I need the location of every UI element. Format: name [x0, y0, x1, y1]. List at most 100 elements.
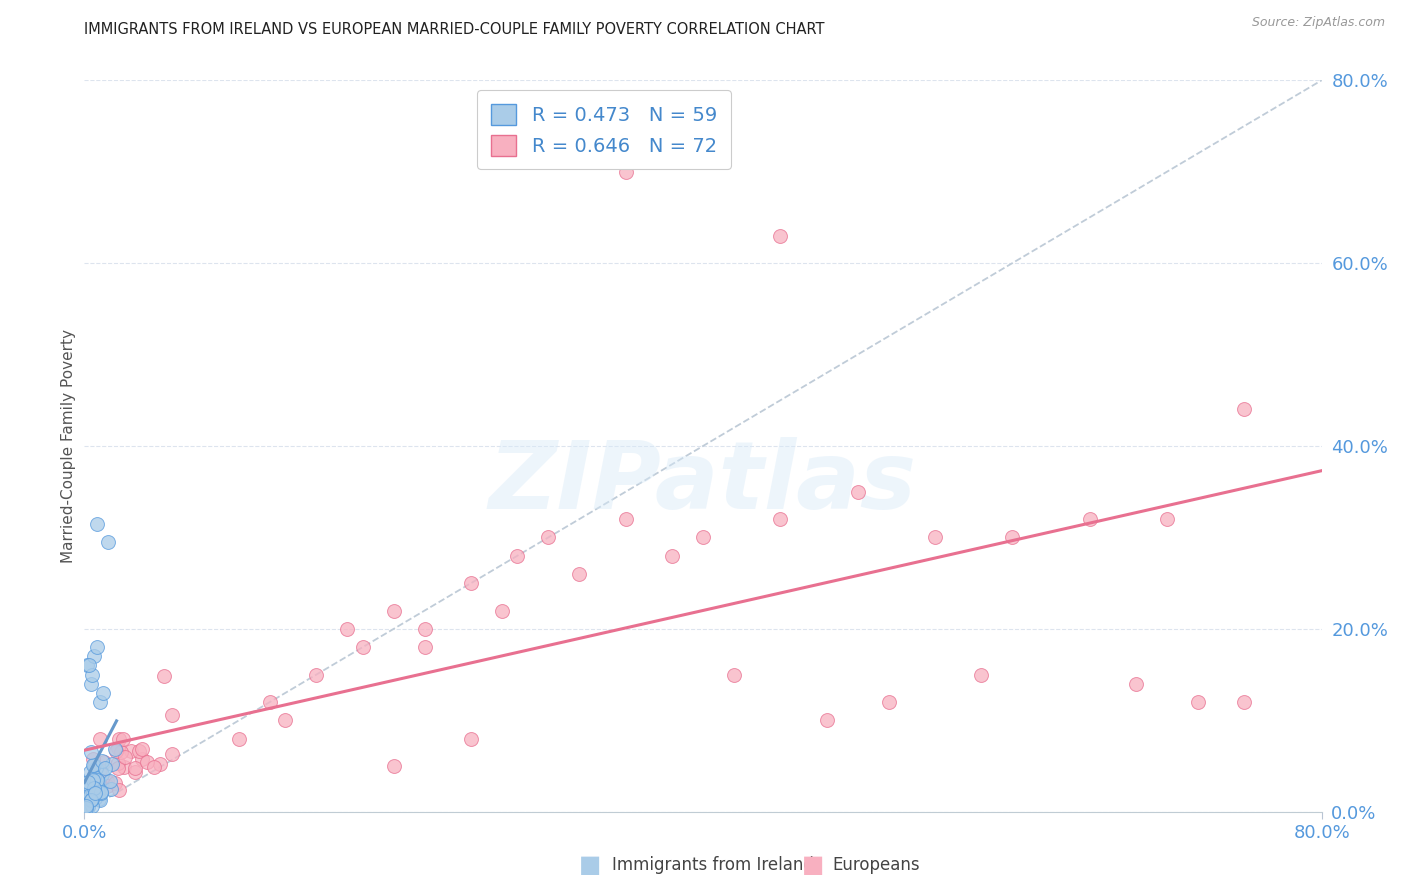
Point	[89, 781, 111, 796]
Point	[460, 731, 482, 746]
Point	[568, 567, 591, 582]
Point	[228, 731, 250, 746]
Point	[82, 758, 104, 772]
Text: ZIPatlas: ZIPatlas	[489, 436, 917, 529]
Point	[83, 768, 105, 782]
Point	[77, 778, 100, 792]
Point	[1233, 402, 1256, 417]
Point	[815, 714, 838, 728]
Point	[84, 790, 107, 805]
Point	[82, 786, 104, 800]
Point	[83, 770, 105, 784]
Point	[104, 776, 127, 790]
Point	[75, 800, 97, 814]
Point	[1233, 695, 1256, 709]
Point	[73, 797, 96, 812]
Point	[924, 530, 946, 544]
Point	[1001, 530, 1024, 544]
Point	[110, 746, 132, 760]
Point	[382, 603, 405, 617]
Point	[83, 649, 105, 664]
Point	[413, 640, 436, 655]
Point	[90, 766, 112, 780]
Point	[90, 780, 112, 794]
Point	[107, 782, 129, 797]
Point	[107, 756, 129, 770]
Point	[692, 530, 714, 544]
Point	[90, 786, 112, 800]
Point	[89, 695, 111, 709]
Point	[77, 782, 100, 797]
Text: ■: ■	[801, 854, 824, 877]
Point	[846, 484, 869, 499]
Point	[135, 755, 157, 769]
Point	[89, 777, 111, 791]
Point	[259, 695, 281, 709]
Y-axis label: Married-Couple Family Poverty: Married-Couple Family Poverty	[60, 329, 76, 563]
Point	[86, 640, 108, 655]
Point	[769, 512, 792, 526]
Point	[1078, 512, 1101, 526]
Point	[506, 549, 529, 563]
Point	[104, 742, 127, 756]
Point	[970, 667, 993, 681]
Point	[87, 774, 110, 789]
Point	[413, 622, 436, 636]
Point	[76, 799, 98, 814]
Text: IMMIGRANTS FROM IRELAND VS EUROPEAN MARRIED-COUPLE FAMILY POVERTY CORRELATION CH: IMMIGRANTS FROM IRELAND VS EUROPEAN MARR…	[84, 22, 825, 37]
Point	[79, 791, 101, 805]
Point	[160, 707, 183, 722]
Point	[460, 576, 482, 591]
Point	[336, 622, 359, 636]
Point	[91, 686, 114, 700]
Point	[105, 744, 128, 758]
Legend: R = 0.473   N = 59, R = 0.646   N = 72: R = 0.473 N = 59, R = 0.646 N = 72	[478, 90, 731, 169]
Point	[96, 780, 118, 794]
Point	[1156, 512, 1178, 526]
Point	[91, 754, 114, 768]
Point	[75, 791, 97, 805]
Point	[75, 801, 97, 815]
Point	[83, 783, 105, 797]
Point	[76, 658, 98, 673]
Point	[82, 752, 104, 766]
Point	[77, 658, 100, 673]
Point	[89, 731, 111, 746]
Point	[614, 512, 637, 526]
Text: Source: ZipAtlas.com: Source: ZipAtlas.com	[1251, 16, 1385, 29]
Point	[86, 772, 108, 787]
Point	[96, 773, 118, 788]
Point	[79, 764, 101, 779]
Point	[723, 667, 745, 681]
Point	[537, 530, 560, 544]
Point	[769, 228, 792, 243]
Point	[75, 798, 97, 813]
Point	[128, 744, 150, 758]
Point	[143, 760, 166, 774]
Point	[274, 714, 297, 728]
Text: ■: ■	[579, 854, 602, 877]
Point	[89, 763, 111, 777]
Point	[80, 792, 103, 806]
Point	[83, 785, 105, 799]
Point	[93, 755, 115, 769]
Point	[1187, 695, 1209, 709]
Point	[86, 516, 108, 531]
Point	[75, 789, 97, 803]
Point	[382, 759, 405, 773]
Point	[160, 747, 183, 762]
Point	[305, 667, 328, 681]
Point	[77, 790, 100, 805]
Point	[82, 786, 104, 800]
Point	[491, 603, 513, 617]
Point	[75, 776, 97, 790]
Point	[152, 669, 174, 683]
Text: Immigrants from Ireland: Immigrants from Ireland	[612, 856, 814, 874]
Point	[100, 757, 122, 772]
Point	[87, 782, 110, 797]
Point	[661, 549, 683, 563]
Point	[73, 797, 96, 812]
Point	[77, 792, 100, 806]
Point	[84, 786, 107, 800]
Point	[108, 731, 131, 746]
